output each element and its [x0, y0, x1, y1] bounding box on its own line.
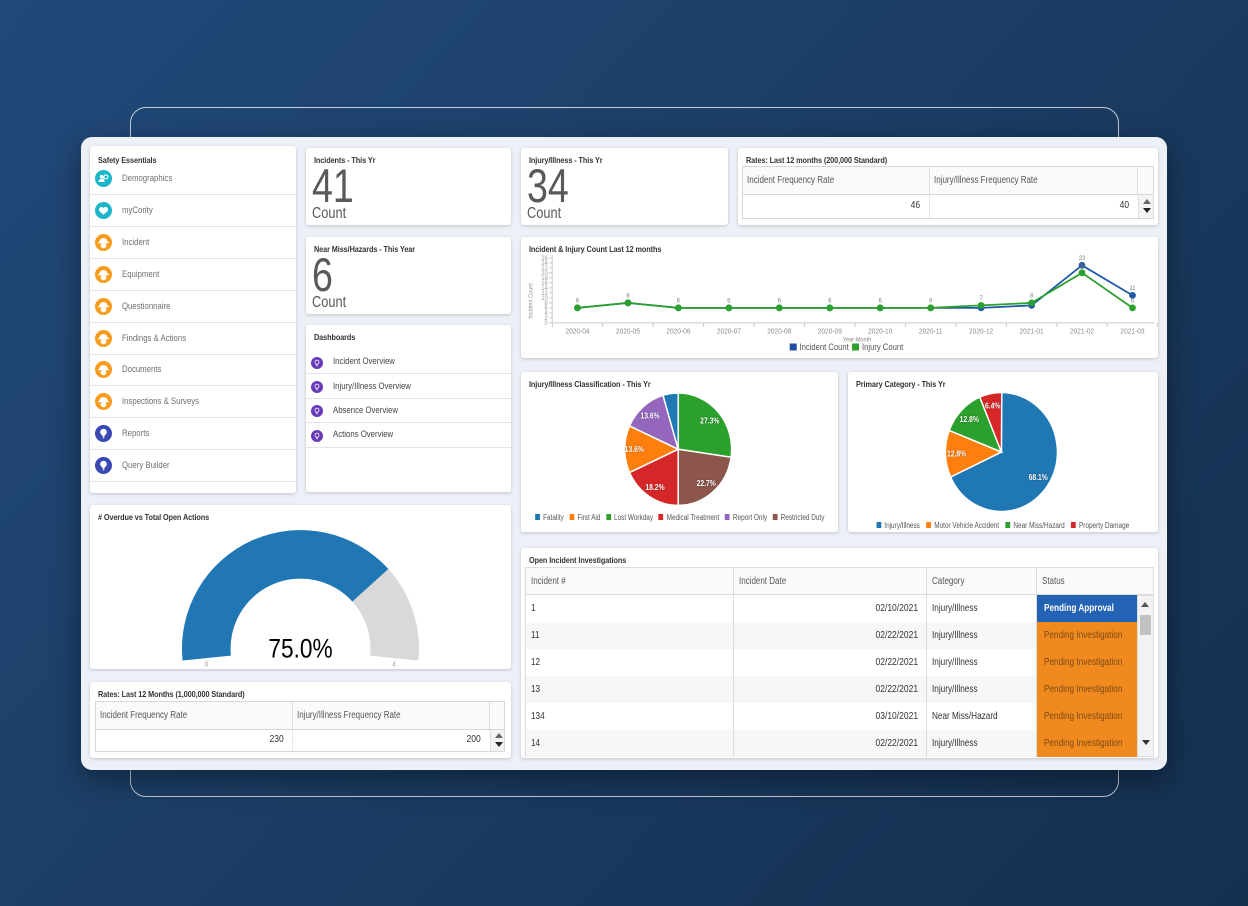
svg-text:6.4%: 6.4%: [985, 401, 1001, 411]
svg-text:12.8%: 12.8%: [947, 449, 966, 459]
svg-text:6: 6: [676, 297, 680, 304]
svg-text:22: 22: [541, 266, 548, 272]
svg-text:2: 2: [544, 316, 548, 322]
svg-text:2020-09: 2020-09: [817, 328, 841, 335]
svg-text:Incident Count: Incident Count: [799, 341, 849, 352]
svg-text:6: 6: [544, 306, 548, 312]
svg-text:8: 8: [1030, 292, 1034, 299]
svg-text:11: 11: [1129, 285, 1135, 292]
svg-text:6: 6: [929, 297, 933, 304]
svg-text:4: 4: [544, 311, 548, 317]
svg-text:2020-10: 2020-10: [868, 328, 892, 335]
svg-text:27.3%: 27.3%: [700, 416, 719, 426]
svg-text:2020-12: 2020-12: [969, 328, 993, 335]
svg-text:22.7%: 22.7%: [696, 478, 715, 488]
svg-text:26: 26: [541, 256, 548, 262]
svg-text:10: 10: [541, 296, 548, 302]
svg-text:2020-08: 2020-08: [767, 328, 791, 335]
svg-text:12: 12: [541, 291, 548, 297]
svg-text:6: 6: [777, 297, 781, 304]
svg-text:8: 8: [626, 292, 630, 299]
svg-text:2021-01: 2021-01: [1019, 328, 1043, 335]
svg-text:13.6%: 13.6%: [640, 411, 659, 421]
svg-text:14: 14: [541, 286, 548, 292]
svg-text:18.2%: 18.2%: [645, 482, 664, 492]
svg-text:0: 0: [544, 321, 548, 327]
svg-text:23: 23: [1078, 255, 1085, 262]
svg-text:Incident Count: Incident Count: [528, 283, 534, 319]
svg-text:7: 7: [979, 295, 983, 302]
svg-text:20: 20: [541, 271, 548, 277]
svg-text:68.1%: 68.1%: [1029, 472, 1048, 482]
svg-text:75.0%: 75.0%: [268, 634, 332, 664]
svg-text:2021-03: 2021-03: [1120, 328, 1144, 335]
svg-text:13.6%: 13.6%: [624, 444, 643, 454]
svg-text:Injury Count: Injury Count: [862, 341, 904, 352]
svg-text:Year-Month: Year-Month: [842, 337, 870, 343]
svg-text:6: 6: [727, 297, 731, 304]
svg-text:2020-05: 2020-05: [615, 328, 639, 335]
svg-text:6: 6: [575, 297, 579, 304]
svg-text:2020-04: 2020-04: [565, 328, 589, 335]
svg-text:2020-11: 2020-11: [918, 328, 942, 335]
svg-text:2020-06: 2020-06: [666, 328, 690, 335]
svg-text:2020-07: 2020-07: [716, 328, 740, 335]
svg-text:16: 16: [541, 281, 548, 287]
svg-text:8: 8: [544, 301, 548, 307]
svg-text:24: 24: [541, 261, 548, 267]
svg-text:20: 20: [1078, 263, 1085, 270]
svg-text:4: 4: [392, 661, 396, 668]
svg-text:6: 6: [828, 297, 832, 304]
svg-text:12.8%: 12.8%: [960, 414, 979, 424]
svg-text:2021-02: 2021-02: [1069, 328, 1093, 335]
svg-text:6: 6: [1130, 297, 1134, 304]
svg-text:18: 18: [541, 276, 548, 282]
svg-text:6: 6: [878, 297, 882, 304]
svg-text:0: 0: [205, 661, 209, 668]
